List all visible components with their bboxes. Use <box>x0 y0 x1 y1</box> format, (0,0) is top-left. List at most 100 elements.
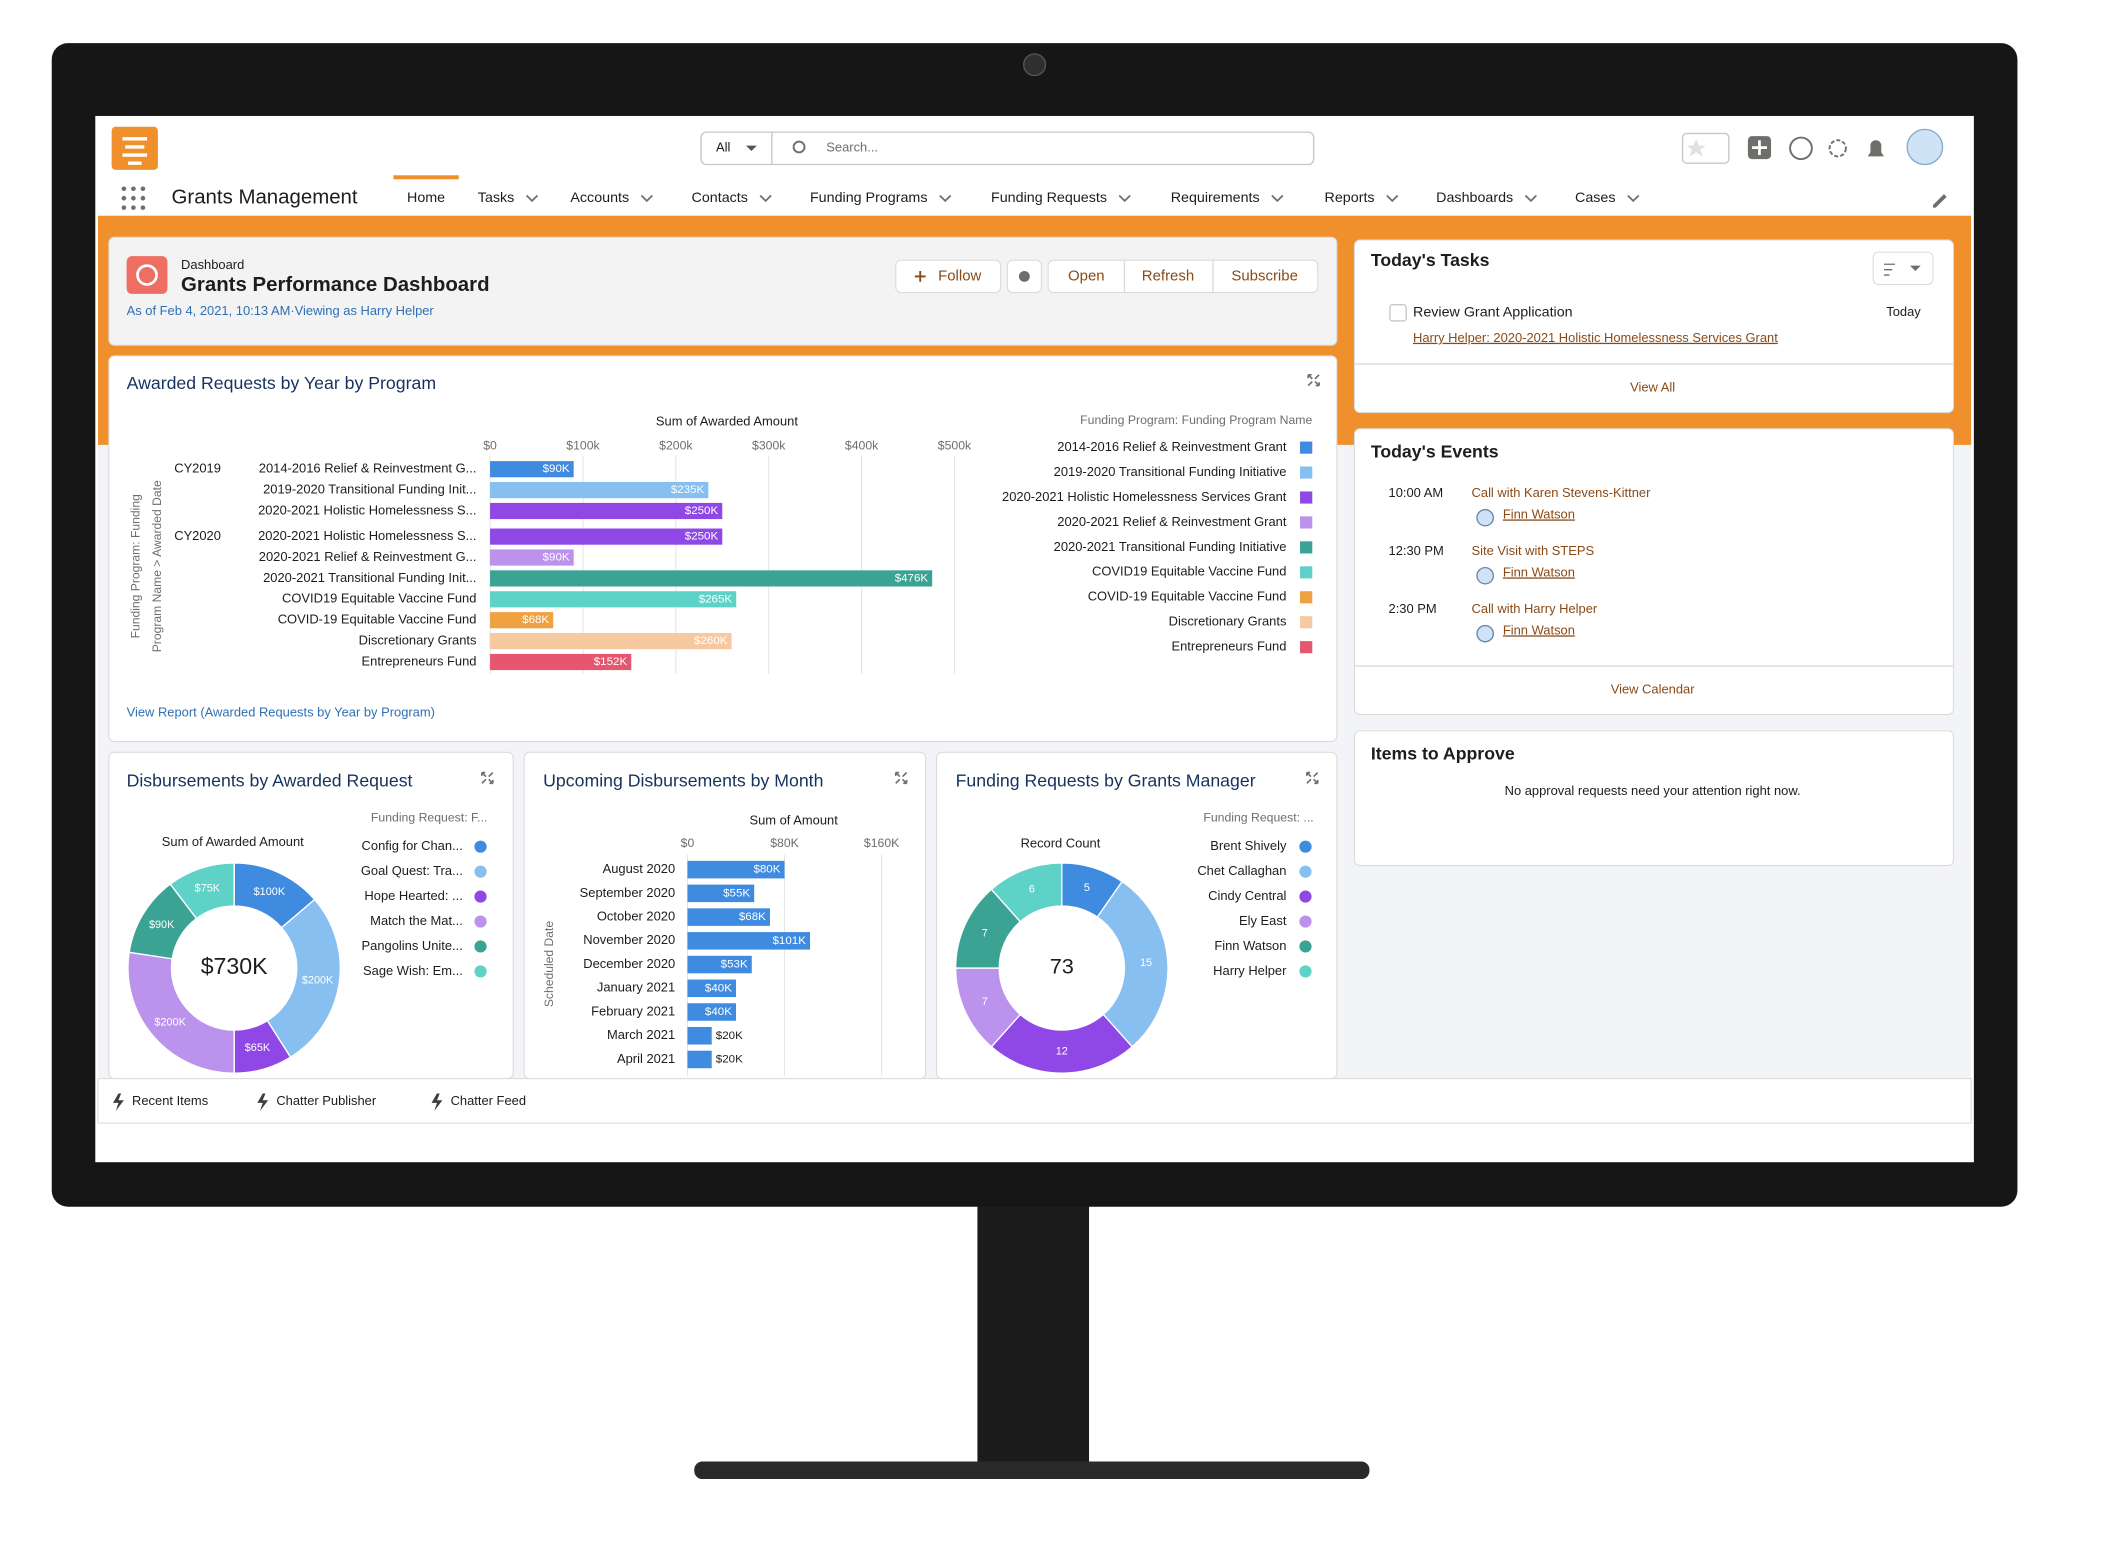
legend-label: COVID-19 Equitable Vaccine Fund <box>1088 589 1287 604</box>
donut-slice[interactable] <box>169 862 235 920</box>
nav-tab[interactable]: Dashboards <box>1436 190 1513 206</box>
view-all-link[interactable]: View All <box>1630 380 1675 395</box>
follow-label[interactable]: Follow <box>938 268 981 284</box>
legend-swatch <box>474 965 487 978</box>
bar[interactable] <box>490 591 737 608</box>
task-checkbox[interactable] <box>1389 304 1407 322</box>
help-button[interactable] <box>1789 136 1813 161</box>
refresh-button[interactable]: Refresh <box>1142 268 1194 284</box>
y-tick-label: December 2020 <box>583 956 675 971</box>
legend-swatch <box>1299 890 1312 903</box>
value-label: $260K <box>694 635 728 647</box>
expand-button[interactable] <box>1307 374 1320 387</box>
nav-tab[interactable]: Funding Programs <box>810 190 928 206</box>
legend-swatch <box>1299 965 1312 978</box>
search-placeholder[interactable]: Search... <box>826 140 878 155</box>
bar[interactable] <box>687 1026 712 1045</box>
bar[interactable] <box>687 860 785 879</box>
notifications-button[interactable] <box>1867 140 1885 157</box>
bar[interactable] <box>687 884 755 903</box>
chart-title: Disbursements by Awarded Request <box>127 771 413 791</box>
search-scope[interactable]: All <box>716 140 730 155</box>
legend-swatch <box>1300 466 1313 479</box>
bar[interactable] <box>490 482 709 499</box>
y-tick-label: April 2021 <box>617 1051 675 1066</box>
value-label: $68K <box>739 911 766 923</box>
event-owner[interactable]: Finn Watson <box>1503 564 1575 579</box>
y-tick-label: August 2020 <box>603 861 676 876</box>
bar[interactable] <box>490 612 554 629</box>
value-label: $250K <box>685 505 719 517</box>
bar[interactable] <box>687 1003 736 1021</box>
legend-label: 2014-2016 Relief & Reinvestment Grant <box>1057 439 1287 454</box>
donut-slice[interactable] <box>1096 880 1169 1048</box>
nav-tab[interactable]: Home <box>407 190 445 206</box>
y-tick-label: October 2020 <box>597 909 675 924</box>
search-box[interactable] <box>700 131 1315 166</box>
nav-tab[interactable]: Funding Requests <box>991 190 1107 206</box>
favorites-button[interactable] <box>1681 132 1730 164</box>
nav-tab[interactable]: Reports <box>1325 190 1375 206</box>
bar[interactable] <box>490 461 574 478</box>
task-subject[interactable]: Review Grant Application <box>1413 305 1573 321</box>
donut-slice[interactable] <box>127 951 235 1074</box>
user-avatar[interactable] <box>1906 128 1944 166</box>
donut-slice[interactable] <box>266 898 342 1059</box>
bar[interactable] <box>687 1050 712 1069</box>
bar[interactable] <box>490 502 723 520</box>
event-owner[interactable]: Finn Watson <box>1503 622 1575 637</box>
event-subject[interactable]: Call with Karen Stevens-Kittner <box>1472 485 1652 500</box>
expand-button[interactable] <box>894 771 908 785</box>
nav-tab[interactable]: Accounts <box>570 190 629 206</box>
y-tick-label: January 2021 <box>597 980 675 995</box>
dashboard-subtitle: As of Feb 4, 2021, 10:13 AM·Viewing as H… <box>127 303 435 318</box>
slice-label: $100K <box>254 886 286 898</box>
legend-label: Entrepreneurs Fund <box>1171 639 1286 654</box>
bar[interactable] <box>687 908 770 926</box>
bar[interactable] <box>687 932 811 950</box>
slice-label: $200K <box>154 1016 186 1028</box>
expand-button[interactable] <box>481 771 494 785</box>
bar[interactable] <box>490 633 732 650</box>
bar[interactable] <box>490 570 933 587</box>
nav-tab[interactable]: Tasks <box>478 190 515 206</box>
legend-swatch <box>1300 516 1313 529</box>
utility-item[interactable]: Recent Items <box>132 1093 208 1108</box>
event-subject[interactable]: Call with Harry Helper <box>1472 601 1598 616</box>
value-label: $476K <box>895 572 929 584</box>
bar[interactable] <box>687 955 752 974</box>
legend-label: COVID19 Equitable Vaccine Fund <box>1092 564 1286 579</box>
event-owner[interactable]: Finn Watson <box>1503 506 1575 521</box>
task-related[interactable]: Harry Helper: 2020-2021 Holistic Homeles… <box>1413 330 1778 345</box>
donut-slice[interactable] <box>990 862 1063 923</box>
x-tick-label: $100k <box>566 439 600 453</box>
legend-swatch <box>1300 616 1313 629</box>
bar[interactable] <box>490 549 574 566</box>
utility-item[interactable]: Chatter Publisher <box>276 1093 377 1108</box>
nav-tab[interactable]: Cases <box>1575 190 1616 206</box>
open-button[interactable]: Open <box>1068 268 1105 284</box>
bar[interactable] <box>490 653 632 671</box>
expand-button[interactable] <box>1306 771 1319 785</box>
view-calendar-link[interactable]: View Calendar <box>1611 682 1696 697</box>
y-tick-label: COVID-19 Equitable Vaccine Fund <box>278 612 477 627</box>
edit-nav-button[interactable] <box>1933 194 1947 208</box>
legend-swatch <box>474 840 487 853</box>
bar[interactable] <box>687 979 736 998</box>
nav-tab[interactable]: Contacts <box>692 190 748 206</box>
app-launcher[interactable] <box>121 186 146 210</box>
setup-button[interactable] <box>1828 139 1847 158</box>
utility-item[interactable]: Chatter Feed <box>451 1093 526 1108</box>
legend-swatch <box>474 940 487 953</box>
slice-label: 6 <box>1029 884 1035 896</box>
subscribe-button[interactable]: Subscribe <box>1231 268 1298 284</box>
view-report-link[interactable]: View Report (Awarded Requests by Year by… <box>127 705 435 720</box>
tasks-menu[interactable] <box>1872 251 1934 286</box>
nav-tab[interactable]: Requirements <box>1171 190 1260 206</box>
follow-button[interactable] <box>895 259 1002 294</box>
value-title: Sum of Awarded Amount <box>162 834 304 849</box>
value-label: $20K <box>716 1054 743 1066</box>
bar[interactable] <box>490 528 723 545</box>
legend-label: Hope Hearted: ... <box>364 888 462 903</box>
event-subject[interactable]: Site Visit with STEPS <box>1472 543 1595 558</box>
